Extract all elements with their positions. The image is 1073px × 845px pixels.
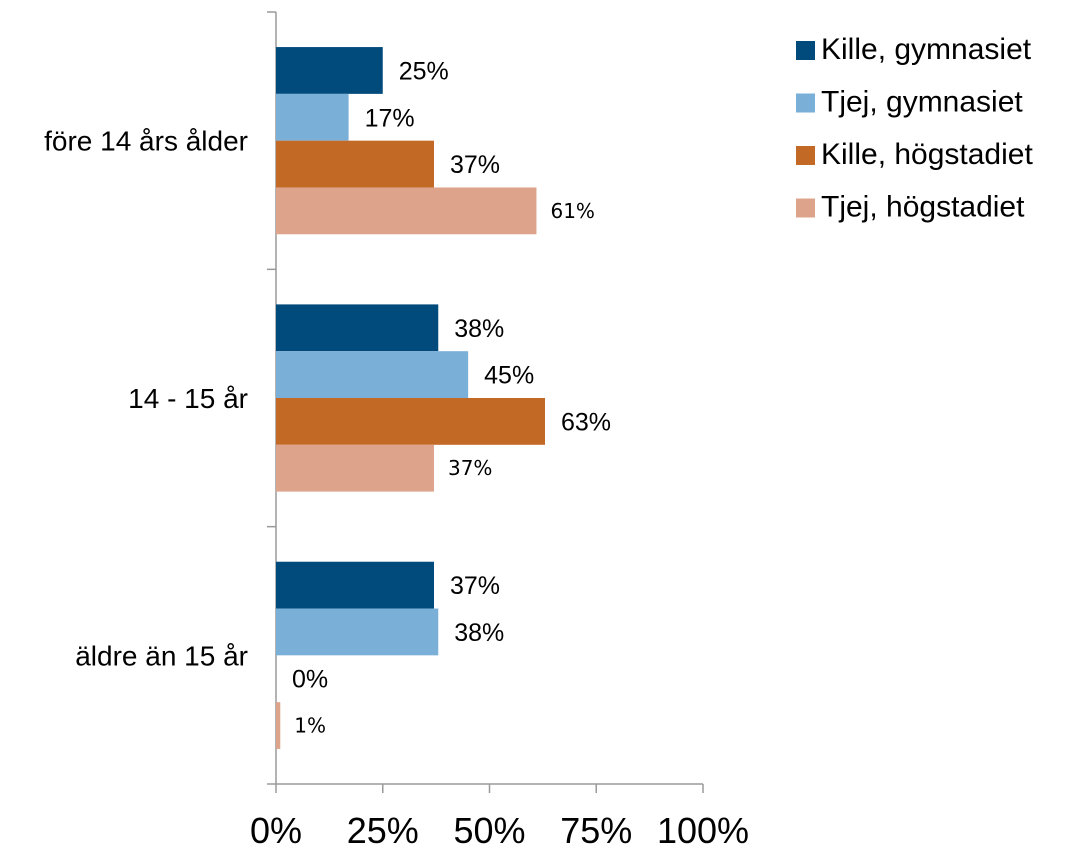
- legend-label: Tjej, högstadiet: [821, 191, 1025, 224]
- data-label: 37%: [450, 151, 500, 179]
- x-tick-label: 75%: [560, 810, 632, 845]
- bar: [276, 140, 434, 188]
- x-tick-label: 50%: [453, 810, 525, 845]
- data-label: 37%: [448, 456, 492, 480]
- data-label: 38%: [454, 619, 504, 647]
- category-label: 14 - 15 år: [128, 383, 248, 414]
- legend-label: Kille, högstadiet: [821, 138, 1033, 171]
- data-label: 25%: [399, 57, 449, 85]
- axes: 0% 25% 50% 75% 100% före 14 års ålder 14 - 15 …: [44, 11, 749, 845]
- bar: [276, 304, 439, 352]
- bar: [276, 187, 537, 235]
- data-label: 63%: [561, 408, 611, 436]
- legend-label: Tjej, gymnasiet: [821, 86, 1023, 119]
- bar: [276, 702, 281, 749]
- bar: [276, 398, 546, 445]
- data-label: 45%: [484, 362, 534, 390]
- data-labels: 25% 17% 37% 61% 38% 45% 63% 37% 37% 38% 0% 1%: [292, 57, 611, 737]
- legend-swatch: [796, 93, 815, 113]
- data-label: 61%: [550, 199, 594, 223]
- category-label: äldre än 15 år: [75, 640, 248, 671]
- legend-swatch: [796, 146, 815, 165]
- data-label: 38%: [454, 315, 504, 343]
- x-tick-label: 25%: [347, 810, 419, 845]
- data-label: 37%: [450, 572, 500, 600]
- data-label: 0%: [292, 666, 328, 694]
- category-label: före 14 års ålder: [44, 126, 248, 157]
- bar: [276, 351, 469, 398]
- x-tick-label: 0%: [250, 810, 302, 845]
- legend-label: Kille, gymnasiet: [821, 33, 1032, 66]
- x-tick-label: 100%: [657, 810, 749, 845]
- legend: Kille, gymnasiet Tjej, gymnasiet Kille, hö…: [796, 33, 1033, 224]
- legend-swatch: [796, 41, 815, 60]
- bar: [276, 93, 349, 141]
- bar: [276, 561, 434, 609]
- legend-swatch: [796, 198, 815, 218]
- data-label: 1%: [294, 714, 326, 738]
- bars: [276, 47, 546, 749]
- data-label: 17%: [365, 104, 415, 132]
- bar: [276, 608, 439, 656]
- bar: [276, 47, 383, 94]
- bar: [276, 444, 434, 492]
